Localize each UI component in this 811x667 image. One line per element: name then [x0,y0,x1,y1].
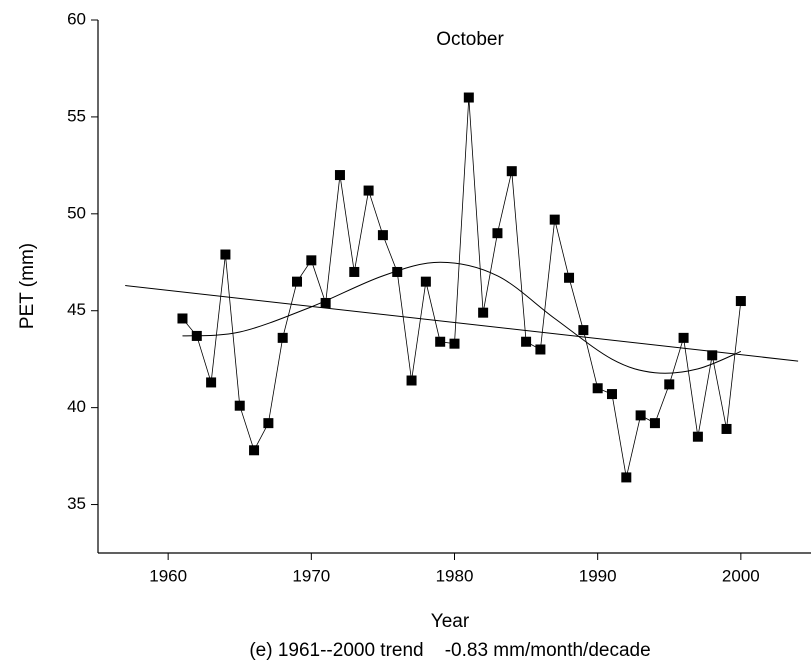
smooth-line [182,261,742,374]
data-point [664,379,675,390]
data-point [406,375,417,386]
x-tick-label: 1960 [149,566,187,585]
data-point [564,272,575,283]
data-point [678,332,689,343]
y-tick-label: 55 [67,106,86,125]
x-tick-label: 2000 [722,566,760,585]
trend-line [125,285,799,362]
data-point [492,228,503,239]
y-tick-label: 35 [67,494,86,513]
y-tick-label: 40 [67,397,86,416]
data-point [707,350,718,361]
data-point [578,325,589,336]
data-point [220,249,231,260]
y-axis-label: PET (mm) [17,243,38,329]
data-point [306,255,317,266]
data-point [549,214,560,225]
x-axis-label: Year [431,611,470,632]
caption: (e) 1961--2000 trend -0.83 mm/month/deca… [249,640,650,661]
data-point [449,338,460,349]
data-point [435,336,446,347]
chart-title: October [436,29,504,50]
data-point [206,377,217,388]
data-point [277,332,288,343]
data-point [606,389,617,400]
data-point [621,472,632,483]
data-point [292,276,303,287]
data-point [592,383,603,394]
x-tick-label: 1980 [436,566,474,585]
x-tick-label: 1990 [579,566,617,585]
y-tick-label: 50 [67,203,86,222]
data-point [349,266,360,277]
data-point [420,276,431,287]
data-point [177,313,188,324]
data-point [721,423,732,434]
y-tick-label: 60 [67,9,86,28]
data-point [692,431,703,442]
data-point [635,410,646,421]
data-point [463,92,474,103]
data-point [263,418,274,429]
data-line [182,97,742,478]
data-point [320,297,331,308]
data-point [377,230,388,241]
data-point [234,400,245,411]
data-point [249,445,260,456]
x-tick-label: 1970 [292,566,330,585]
y-tick-label: 45 [67,300,86,319]
data-point [506,166,517,177]
data-point [334,170,345,181]
data-point [535,344,546,355]
data-point [735,296,746,307]
data-point [363,185,374,196]
data-point [392,266,403,277]
data-point [649,418,660,429]
data-point [521,336,532,347]
data-point [478,307,489,318]
